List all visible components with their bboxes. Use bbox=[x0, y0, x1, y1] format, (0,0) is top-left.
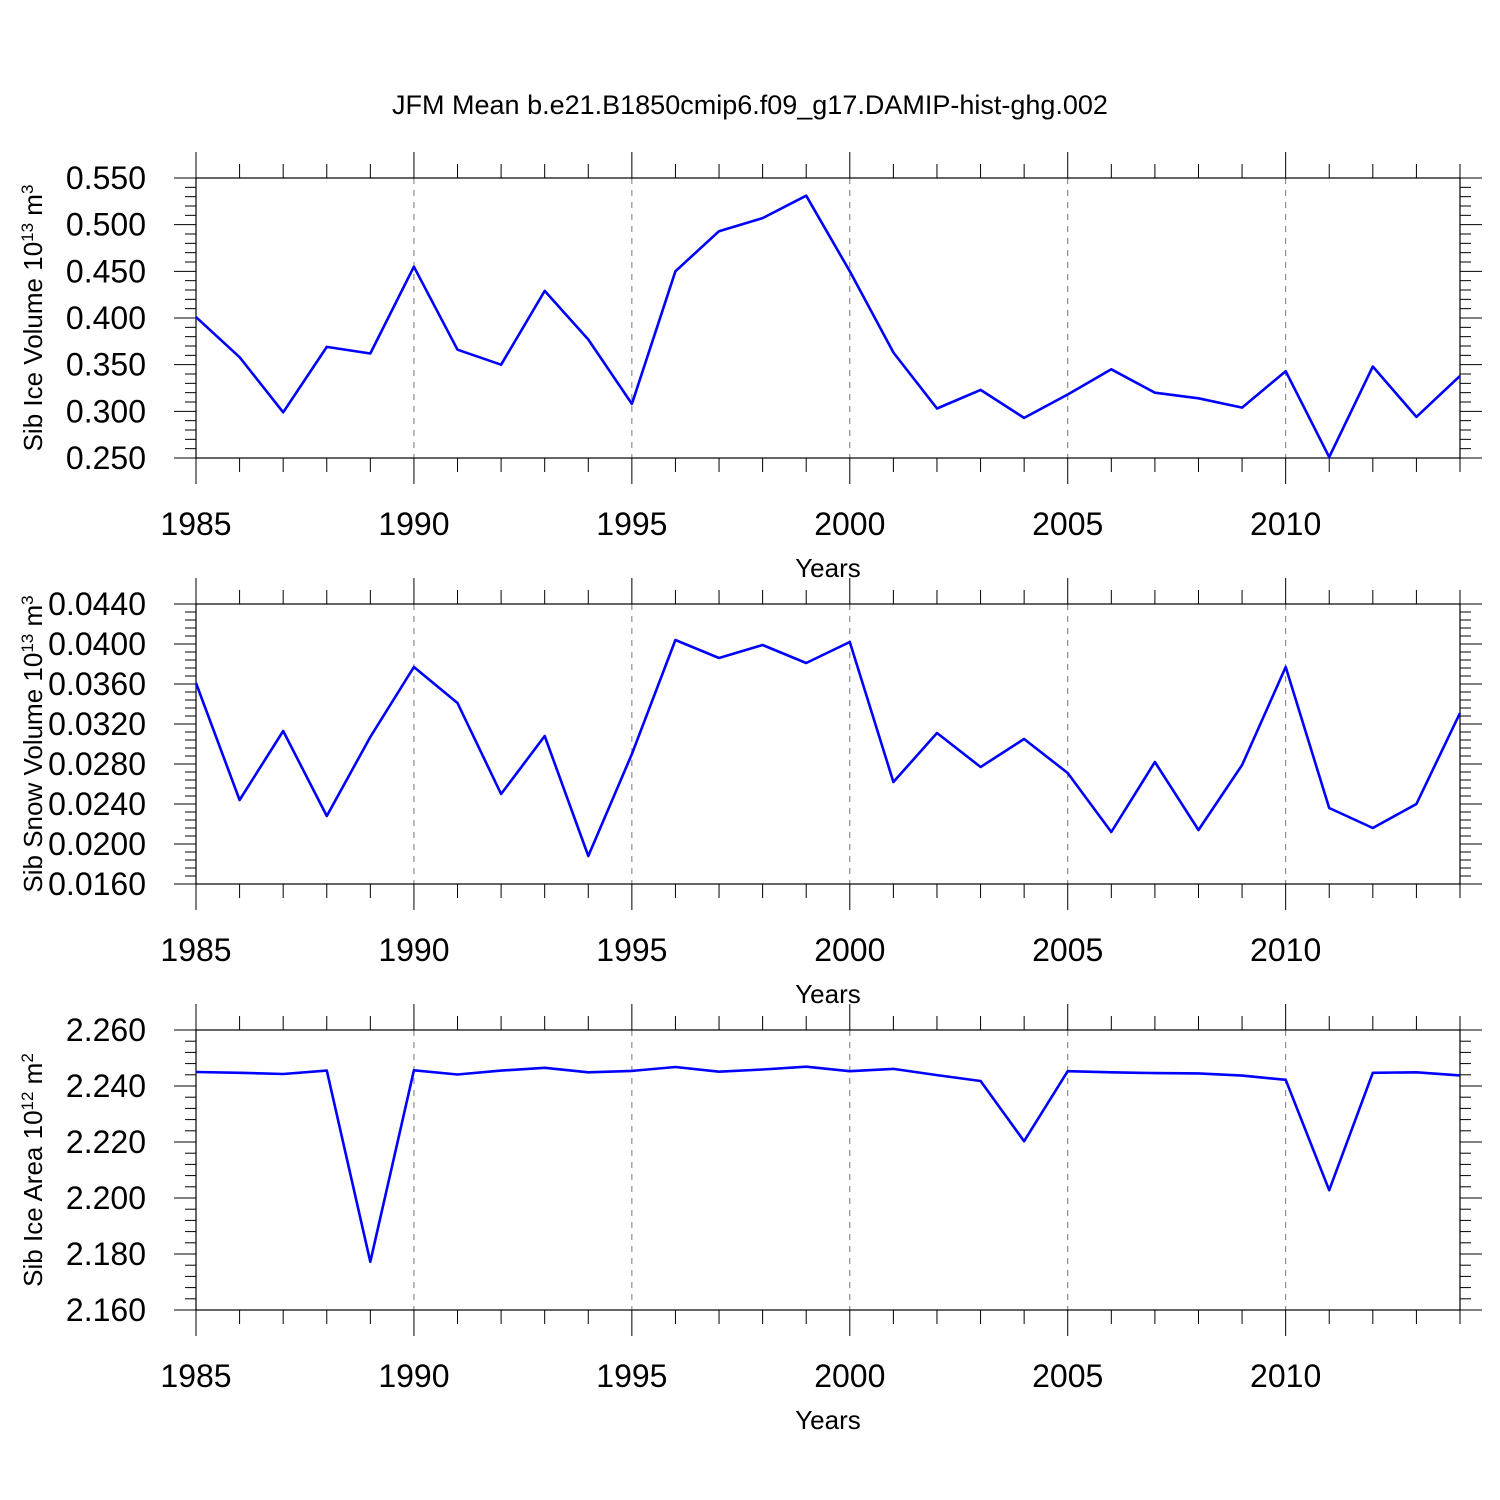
y-axis-title-text: Sib Ice Volume 10 bbox=[18, 242, 48, 452]
y-tick-label: 0.300 bbox=[66, 393, 146, 429]
x-tick-label: 1995 bbox=[596, 932, 667, 968]
x-axis-title: Years bbox=[795, 979, 861, 1009]
y-axis-title-text: m bbox=[18, 1063, 48, 1092]
y-tick-label: 2.200 bbox=[66, 1180, 146, 1216]
y-tick-label: 0.550 bbox=[66, 160, 146, 196]
panel-1: 0.550 0.500 0.450 0.400 0.350 0.300 0.250 1985 1… bbox=[18, 152, 1482, 583]
x-tick-label: 1990 bbox=[378, 932, 449, 968]
x-tick-label: 1995 bbox=[596, 506, 667, 542]
plot-frame bbox=[195, 1029, 1461, 1311]
y-axis-title-text: Sib Snow Volume 10 bbox=[18, 653, 48, 893]
panel-3: 2.260 2.240 2.220 2.200 2.180 2.160 1985 1990 19… bbox=[18, 1004, 1482, 1435]
y-tick-label: 0.0160 bbox=[48, 866, 146, 902]
y-axis-title-text: m bbox=[18, 605, 48, 634]
y-axis-title-exponent: 3 bbox=[18, 185, 37, 194]
y-axis-title-exponent: 2 bbox=[18, 1053, 37, 1062]
y-tick-label: 0.0280 bbox=[48, 746, 146, 782]
x-tick-label: 2000 bbox=[814, 932, 885, 968]
y-tick-label: 0.500 bbox=[66, 207, 146, 243]
panel-2: 0.0440 0.0400 0.0360 0.0320 0.0280 0.0240 0.02… bbox=[18, 578, 1482, 1009]
y-tick-label: 0.0440 bbox=[48, 586, 146, 622]
y-axis-title-exponent: 13 bbox=[18, 223, 37, 242]
y-tick-label: 0.450 bbox=[66, 253, 146, 289]
y-tick-label: 0.0360 bbox=[48, 666, 146, 702]
plot-frame bbox=[195, 603, 1461, 885]
x-tick-label: 2000 bbox=[814, 1358, 885, 1394]
x-tick-label: 2010 bbox=[1250, 932, 1321, 968]
x-tick-label: 1990 bbox=[378, 506, 449, 542]
x-axis-title: Years bbox=[795, 553, 861, 583]
series-line bbox=[195, 1065, 1461, 1264]
y-tick-label: 2.180 bbox=[66, 1236, 146, 1272]
y-tick-label: 0.0400 bbox=[48, 626, 146, 662]
y-tick-label: 0.250 bbox=[66, 440, 146, 476]
x-tick-label: 2005 bbox=[1032, 506, 1103, 542]
plot-frame bbox=[195, 177, 1461, 459]
x-tick-label: 1990 bbox=[378, 1358, 449, 1394]
x-tick-label: 1985 bbox=[160, 1358, 231, 1394]
x-tick-label: 2005 bbox=[1032, 1358, 1103, 1394]
y-axis-title: Sib Ice Volume 1013 m3 bbox=[18, 185, 49, 452]
x-tick-label: 2000 bbox=[814, 506, 885, 542]
y-tick-label: 2.260 bbox=[66, 1012, 146, 1048]
y-tick-label: 2.240 bbox=[66, 1068, 146, 1104]
x-tick-label: 2005 bbox=[1032, 932, 1103, 968]
y-tick-label: 0.0320 bbox=[48, 706, 146, 742]
x-tick-label: 1995 bbox=[596, 1358, 667, 1394]
y-axis-title: Sib Ice Area 1012 m2 bbox=[18, 1053, 49, 1287]
y-axis-title-text: m bbox=[18, 194, 48, 223]
y-axis-title: Sib Snow Volume 1013 m3 bbox=[18, 595, 49, 892]
y-axis-title-exponent: 13 bbox=[18, 634, 37, 653]
series-line bbox=[194, 638, 1462, 858]
y-tick-label: 2.220 bbox=[66, 1124, 146, 1160]
x-tick-label: 1985 bbox=[160, 506, 231, 542]
y-tick-label: 0.0200 bbox=[48, 826, 146, 862]
x-axis-title: Years bbox=[795, 1405, 861, 1435]
y-tick-label: 0.400 bbox=[66, 300, 146, 336]
x-tick-label: 1985 bbox=[160, 932, 231, 968]
y-tick-label: 2.160 bbox=[66, 1292, 146, 1328]
y-axis-title-exponent: 12 bbox=[18, 1092, 37, 1111]
x-tick-label: 2010 bbox=[1250, 1358, 1321, 1394]
series-line bbox=[195, 194, 1461, 459]
y-axis-title-exponent: 3 bbox=[18, 595, 37, 604]
x-tick-label: 2010 bbox=[1250, 506, 1321, 542]
chart-title: JFM Mean b.e21.B1850cmip6.f09_g17.DAMIP-… bbox=[392, 90, 1108, 120]
y-axis-title-text: Sib Ice Area 10 bbox=[18, 1110, 48, 1286]
y-tick-label: 0.0240 bbox=[48, 786, 146, 822]
y-tick-label: 0.350 bbox=[66, 347, 146, 383]
